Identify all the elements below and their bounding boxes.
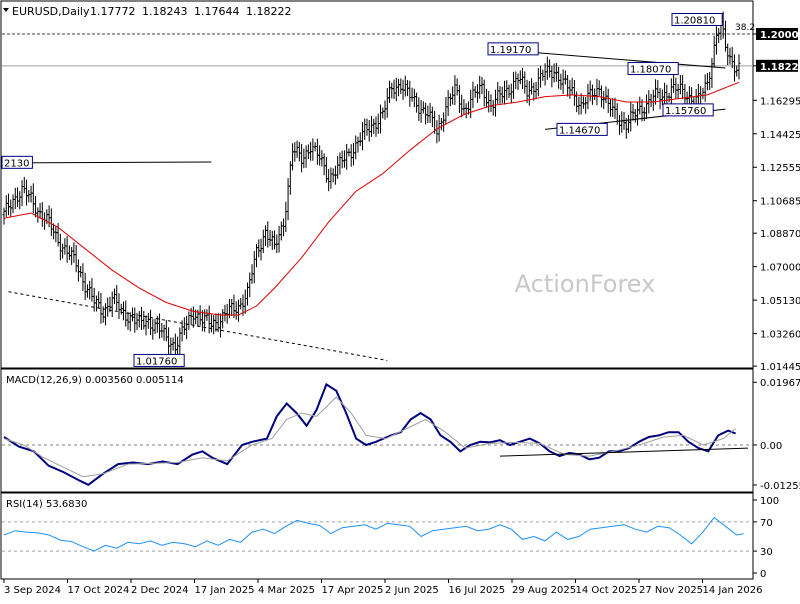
level-price-tag <box>756 28 798 40</box>
price-annotation-box <box>627 62 679 76</box>
header-low: 1.17644 <box>194 5 240 18</box>
macd-title: MACD(12,26,9) 0.003560 0.005114 <box>6 375 184 386</box>
trendline <box>8 291 388 361</box>
x-axis-label: 27 Nov 2025 <box>639 585 703 596</box>
x-axis-label: 17 Jan 2025 <box>195 585 255 596</box>
watermark: ActionForex <box>515 270 656 298</box>
price-annotation-label: 1.14670 <box>559 125 600 136</box>
collapse-arrow-icon <box>3 8 9 12</box>
rsi-axis-label: 0 <box>760 569 766 580</box>
header-close: 1.18222 <box>246 5 292 18</box>
rsi-line <box>3 516 744 552</box>
x-axis-label: 2 Dec 2024 <box>131 585 189 596</box>
price-axis-label: 1.20000 <box>760 30 800 41</box>
price-axis-label: 1.12555 <box>760 163 800 174</box>
x-axis-label: 17 Oct 2024 <box>68 585 130 596</box>
x-axis-label: 17 Apr 2025 <box>322 585 384 596</box>
x-axis-label: 14 Jan 2026 <box>703 585 763 596</box>
macd-axis-label: 0.019679 <box>760 378 800 389</box>
x-axis-label: 29 Aug 2025 <box>512 585 576 596</box>
price-annotation-label: 1.20810 <box>674 16 715 27</box>
rsi-title: RSI(14) 53.6830 <box>6 499 87 510</box>
macd-line <box>3 382 736 486</box>
trendline <box>13 161 212 164</box>
price-axis-label: 1.18222 <box>760 62 800 73</box>
price-axis-label: 1.14425 <box>760 130 800 141</box>
price-axis-label: 1.10685 <box>760 197 800 208</box>
macd-axis-label: 0.00 <box>760 441 782 452</box>
price-annotation-label: 2130 <box>4 158 29 169</box>
current-price-tag <box>756 59 798 72</box>
rsi-axis-label: 100 <box>760 496 779 507</box>
price-axis-label: 1.03260 <box>760 330 800 341</box>
price-axis-label: 1.05130 <box>760 296 800 307</box>
header-high: 1.18243 <box>142 5 188 18</box>
x-axis-label: 14 Oct 2025 <box>576 585 638 596</box>
price-axis-label: 1.16295 <box>760 96 800 107</box>
price-annotation-label: 1.18070 <box>630 65 671 76</box>
chart-header: EURUSD,Daily 1.17772 1.18243 1.17644 1.1… <box>3 5 292 18</box>
header-symbol: EURUSD,Daily <box>12 5 90 18</box>
rsi-axis-label: 70 <box>760 518 773 529</box>
price-annotation-box <box>1 155 33 169</box>
price-axis-label: 1.01445 <box>760 362 800 373</box>
x-axis-label: 2 Jun 2025 <box>385 585 439 596</box>
x-axis-label: 4 Mar 2025 <box>258 585 315 596</box>
rsi-axis-label: 30 <box>760 547 773 558</box>
fib-label: 38.2 <box>735 23 755 33</box>
price-annotation-box <box>556 122 608 136</box>
price-axis-label: 1.08870 <box>760 229 800 240</box>
price-annotation-box <box>133 353 185 367</box>
moving-average-line <box>3 81 740 316</box>
price-axis-label: 1.07000 <box>760 263 800 274</box>
x-axis-label: 16 Jul 2025 <box>449 585 506 596</box>
macd-trendline <box>499 447 749 457</box>
macd-axis-label: -0.012552 <box>760 481 800 492</box>
macd-panel-frame <box>0 368 754 493</box>
x-axis-label: 3 Sep 2024 <box>4 585 61 596</box>
macd-signal-line <box>3 396 736 478</box>
price-panel-frame <box>0 0 754 369</box>
price-annotation-label: 1.01760 <box>136 356 177 367</box>
price-annotation-box <box>487 42 539 56</box>
price-annotation-box <box>671 13 723 27</box>
header-open: 1.17772 <box>90 5 136 18</box>
price-annotation-label: 1.15760 <box>665 106 706 117</box>
price-annotation-box <box>662 103 714 117</box>
rsi-panel-frame <box>0 492 754 580</box>
price-annotation-label: 1.19170 <box>490 45 531 56</box>
